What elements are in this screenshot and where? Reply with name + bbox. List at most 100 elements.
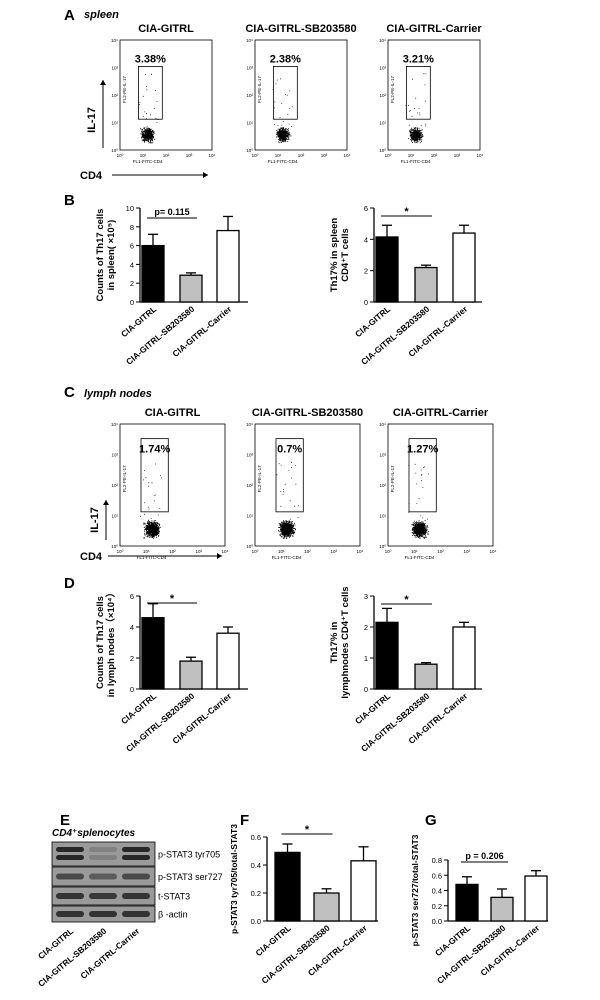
- bar-3: [216, 229, 240, 303]
- flow-x-tick: 10⁰: [385, 549, 392, 554]
- panel-label-g: G: [425, 812, 437, 829]
- flow-x-tick: 10⁴: [344, 153, 351, 158]
- flow-group-title: CIA-GITRL-Carrier: [393, 407, 489, 419]
- flow-group-title: CIA-GITRL-SB203580: [252, 407, 363, 419]
- blot-band: [122, 893, 150, 899]
- flow-plot-frame: [254, 39, 348, 151]
- flow-y-tick: 10⁰: [246, 544, 253, 549]
- spleen-title: spleen: [84, 9, 119, 21]
- blot-title: CD4⁺splenocytes: [52, 828, 136, 839]
- flow-x-tick: 10⁰: [252, 153, 259, 158]
- flow-inner-xlabel: FL1-FITC-CD4: [401, 159, 431, 164]
- significance-annotation: *: [305, 824, 310, 836]
- panel-label-b: B: [64, 192, 75, 209]
- y-tick-label: 2: [130, 279, 134, 288]
- flow-y-tick: 10⁴: [246, 38, 253, 43]
- flow-inner-xlabel: FL1-FITC-CD4: [133, 159, 163, 164]
- y-tick-label: 6: [130, 592, 134, 601]
- category-label: CIA-GITRL-SB203580: [359, 691, 431, 754]
- flow-x-tick: 10³: [454, 153, 461, 158]
- flow-y-tick: 10¹: [246, 514, 253, 519]
- significance-annotation: p = 0.206: [465, 851, 503, 861]
- blot-band-label: p-STAT3 ser727: [158, 872, 223, 882]
- flow-y-tick: 10³: [111, 453, 118, 458]
- bar-3: [452, 232, 476, 303]
- category-label: CIA-GITRL-SB203580: [124, 691, 196, 754]
- flow-inner-xlabel: FL1-FITC-CD4: [405, 555, 435, 560]
- bar-3: [216, 632, 240, 690]
- significance-annotation: *: [404, 594, 409, 606]
- y-tick-label: 0.0: [251, 917, 261, 926]
- chart-lymph-counts: 0 2 4 6 Counts of Th17 cells in lymph nodes（×…: [95, 588, 248, 754]
- significance-annotation: p= 0.115: [154, 207, 189, 217]
- flow-events: [140, 463, 163, 539]
- flow-x-tick: 10²: [298, 153, 305, 158]
- y-tick-label: 0.4: [251, 861, 261, 870]
- flow-panel-spleen: CIA-GITRL10⁰10⁰10¹10¹10²10²10³10³10⁴10⁴F…: [80, 23, 484, 182]
- bar-3: [524, 875, 548, 922]
- y-tick-label: 4: [130, 260, 134, 269]
- y-tick-label: 3: [364, 592, 368, 601]
- flow-y-tick: 10⁴: [111, 38, 118, 43]
- flow-inner-ylabel: FL2-PE-IL-17: [390, 465, 395, 493]
- cd4-axis-label: CD4: [80, 551, 103, 563]
- y-tick-label: 2: [130, 654, 134, 663]
- lymph-nodes-title: lymph nodes: [84, 388, 152, 400]
- bar-2: [313, 892, 340, 922]
- flow-gate: [275, 438, 304, 513]
- category-label: CIA-GITRL-SB203580: [260, 923, 332, 986]
- flow-x-tick: 10¹: [278, 549, 285, 554]
- significance-annotation: *: [170, 593, 175, 605]
- flow-x-tick: 10⁴: [209, 153, 216, 158]
- flow-x-tick: 10⁴: [357, 549, 364, 554]
- y-axis-label: p-STAT3 tyr705/total-STAT3: [229, 824, 239, 934]
- flow-y-tick: 10³: [379, 453, 386, 458]
- flow-group-title: CIA-GITRL-SB203580: [245, 23, 356, 35]
- y-axis-label: Counts of Th17 cells: [95, 209, 106, 302]
- y-tick-label: 2: [364, 267, 368, 276]
- chart-spleen-percent: 0 2 4 6 Th17% in spleen CD4⁺T cells CIA-GITRLC…: [329, 204, 482, 367]
- flow-y-tick: 10⁴: [246, 422, 253, 427]
- flow-group-title: CIA-GITRL: [145, 407, 201, 419]
- blot-band: [89, 893, 117, 899]
- flow-y-tick: 10²: [379, 93, 386, 98]
- flow-y-tick: 10²: [111, 93, 118, 98]
- flow-gate: [140, 438, 169, 513]
- y-tick-label: 0: [130, 298, 134, 307]
- flow-x-tick: 10²: [163, 153, 170, 158]
- bar-2: [490, 896, 514, 922]
- flow-gate-percent: 1.27%: [407, 444, 438, 456]
- blot-band: [89, 855, 117, 860]
- bar-3: [350, 860, 377, 922]
- flow-y-tick: 10³: [111, 66, 118, 71]
- blot-band: [89, 873, 117, 880]
- flow-y-tick: 10⁰: [111, 544, 118, 549]
- y-axis-label: Counts of Th17 cells: [95, 596, 106, 689]
- flow-panel-lymph-nodes: CIA-GITRL10⁰10⁰10¹10¹10²10²10³10³10⁴10⁴F…: [80, 407, 497, 563]
- flow-plot-frame: [254, 423, 361, 547]
- y-tick-label: 2: [364, 623, 368, 632]
- flow-group-title: CIA-GITRL-Carrier: [386, 23, 482, 35]
- flow-y-tick: 10¹: [379, 514, 386, 519]
- flow-gate-percent: 0.7%: [277, 444, 302, 456]
- bar-2: [179, 660, 203, 690]
- category-label: CIA-GITRL-Carrier: [478, 922, 541, 977]
- flow-events: [408, 463, 429, 539]
- flow-y-tick: 10³: [379, 66, 386, 71]
- y-tick-label: 0.4: [432, 887, 442, 896]
- flow-events: [272, 78, 293, 144]
- flow-plot-frame: [119, 423, 226, 547]
- y-tick-label: 6: [130, 242, 134, 251]
- flow-x-tick: 10⁰: [252, 549, 259, 554]
- category-label: CIA-GITRL: [353, 304, 392, 339]
- panel-label-c: C: [64, 384, 75, 401]
- bar-1: [375, 236, 399, 303]
- flow-group-title: CIA-GITRL: [138, 23, 194, 35]
- y-tick-label: 6: [364, 204, 368, 213]
- blot-band: [56, 911, 84, 917]
- y-tick-label: 0.8: [432, 856, 442, 865]
- blot-lane-label: CIA-GITRL-Carrier: [78, 925, 141, 980]
- bar-2: [414, 266, 438, 303]
